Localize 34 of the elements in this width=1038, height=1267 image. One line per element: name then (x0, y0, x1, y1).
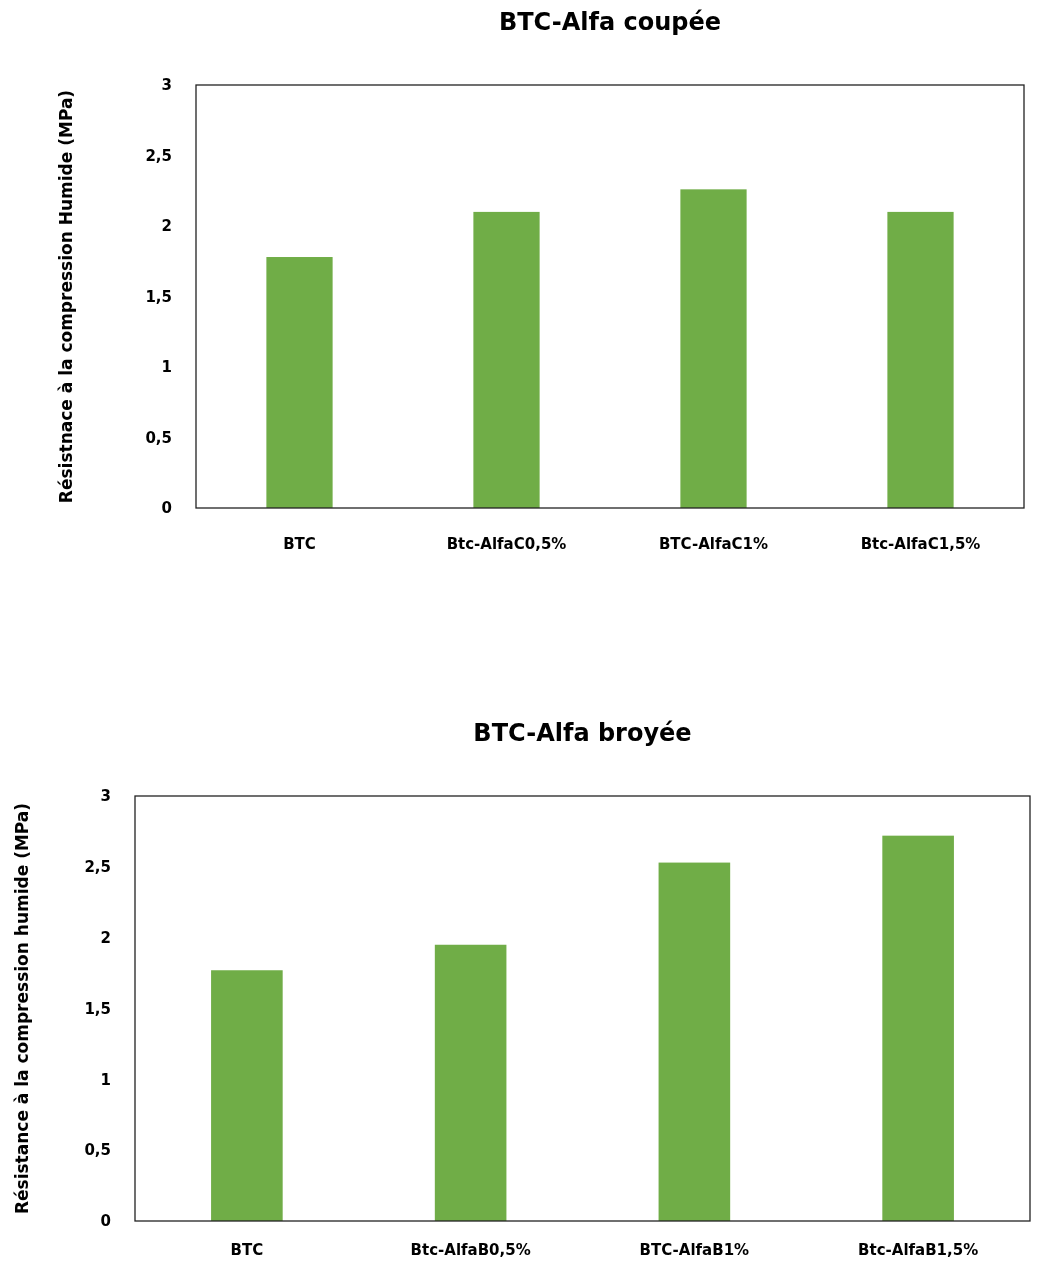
bar (887, 211, 954, 508)
x-tick-label: BTC (230, 1241, 264, 1259)
chart-title: BTC-Alfa coupée (498, 8, 722, 36)
y-tick-label: 0 (161, 499, 172, 518)
x-tick-label: BTC (283, 535, 316, 553)
y-axis-title: Résistnace à la compression Humide (MPa) (56, 89, 76, 504)
bar (473, 211, 540, 508)
bar (266, 257, 333, 508)
y-tick-label: 0 (100, 1212, 111, 1231)
y-tick-label: 2,5 (145, 146, 172, 165)
y-axis-title: Résistance à la compression humide (MPa) (12, 802, 32, 1215)
x-tick-label: Btc-AlfaB0,5% (410, 1241, 531, 1259)
y-tick-label: 2 (100, 928, 111, 947)
y-tick-label: 0,5 (145, 428, 172, 447)
bar (680, 189, 747, 508)
y-tick-label: 2 (161, 217, 172, 236)
chart-title: BTC-Alfa broyée (473, 719, 692, 747)
y-tick-label: 2,5 (84, 858, 111, 877)
x-tick-label: Btc-AlfaC1,5% (860, 535, 981, 553)
x-tick-label: BTC-AlfaB1% (639, 1241, 750, 1259)
y-tick-label: 0,5 (84, 1141, 111, 1160)
bar (434, 944, 507, 1221)
y-tick-label: 3 (100, 787, 111, 806)
bar (658, 862, 731, 1221)
y-tick-label: 1 (100, 1070, 111, 1089)
x-tick-label: Btc-AlfaC0,5% (446, 535, 567, 553)
y-tick-label: 1,5 (84, 999, 111, 1018)
y-tick-label: 3 (161, 76, 172, 95)
y-tick-label: 1 (161, 358, 172, 377)
x-tick-label: BTC-AlfaC1% (658, 535, 769, 553)
bar (882, 835, 954, 1221)
x-tick-label: Btc-AlfaB1,5% (858, 1241, 979, 1259)
y-tick-label: 1,5 (145, 287, 172, 306)
bar (211, 970, 283, 1221)
